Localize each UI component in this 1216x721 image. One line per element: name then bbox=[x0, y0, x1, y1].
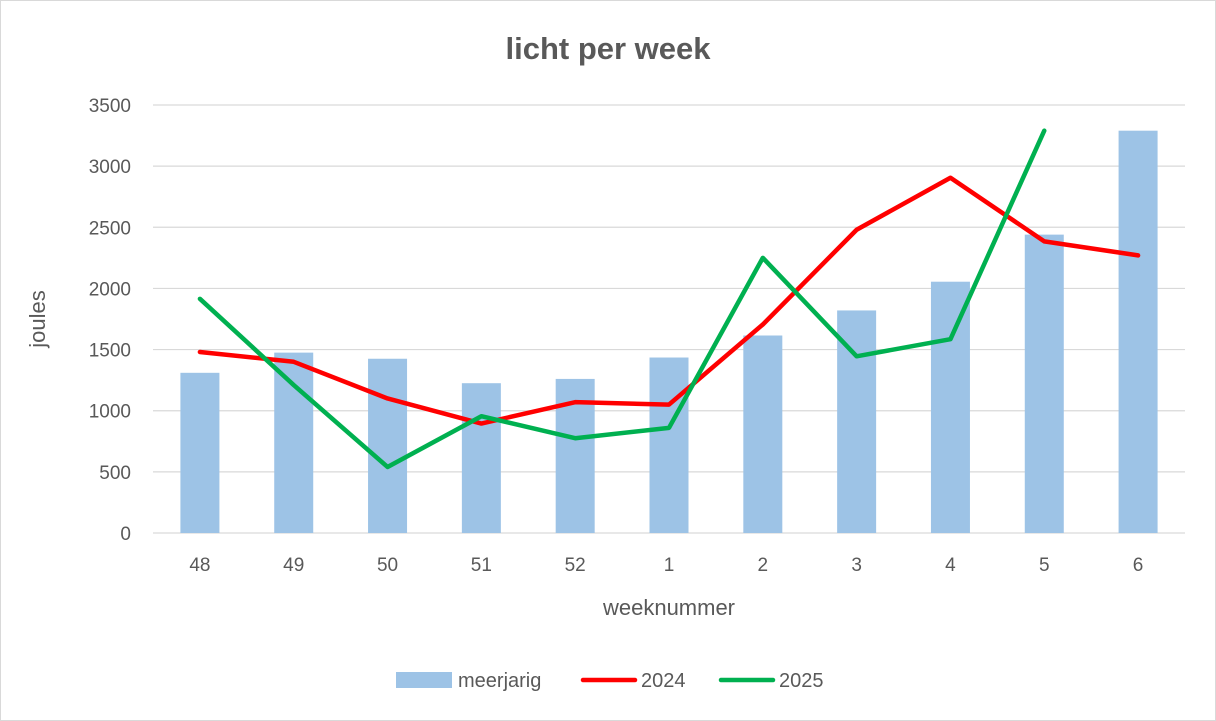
legend-label-2024: 2024 bbox=[641, 670, 686, 692]
line-series-2024 bbox=[197, 175, 1141, 426]
x-tick-label: 50 bbox=[377, 555, 398, 576]
bar-meerjarig bbox=[368, 358, 408, 533]
x-tick-label: 51 bbox=[471, 555, 492, 576]
bar-meerjarig bbox=[930, 281, 970, 533]
line-series bbox=[197, 128, 1141, 470]
x-tick-label: 48 bbox=[189, 555, 210, 576]
y-tick-label: 1000 bbox=[89, 402, 131, 423]
legend-label-meerjarig: meerjarig bbox=[458, 670, 541, 692]
y-tick-label: 1500 bbox=[89, 341, 131, 362]
bar-meerjarig bbox=[743, 335, 783, 533]
y-tick-label: 2500 bbox=[89, 218, 131, 239]
legend-label-2025: 2025 bbox=[779, 670, 824, 692]
y-tick-label: 3500 bbox=[89, 96, 131, 117]
y-tick-label: 3000 bbox=[89, 157, 131, 178]
bar-meerjarig bbox=[461, 383, 501, 533]
bar-meerjarig bbox=[1024, 234, 1064, 533]
y-tick-label: 0 bbox=[120, 524, 131, 545]
y-axis-ticks: 0 500 1000 1500 2000 2500 3000 3500 bbox=[89, 96, 131, 545]
x-tick-label: 4 bbox=[945, 555, 956, 576]
y-tick-label: 500 bbox=[99, 463, 131, 484]
legend-swatch-meerjarig bbox=[396, 672, 452, 688]
bar-meerjarig bbox=[180, 372, 220, 533]
x-tick-label: 52 bbox=[565, 555, 586, 576]
bar-meerjarig bbox=[274, 352, 314, 533]
x-tick-label: 5 bbox=[1039, 555, 1050, 576]
y-tick-label: 2000 bbox=[89, 279, 131, 300]
x-tick-label: 1 bbox=[664, 555, 675, 576]
bar-meerjarig bbox=[837, 310, 877, 533]
x-axis-title: weeknummer bbox=[602, 595, 735, 620]
bar-series bbox=[180, 130, 1158, 533]
chart-title: licht per week bbox=[505, 31, 711, 66]
bar-meerjarig bbox=[649, 357, 689, 533]
bar-meerjarig bbox=[1118, 130, 1158, 533]
x-tick-label: 49 bbox=[283, 555, 304, 576]
line-series-2025 bbox=[197, 128, 1047, 470]
x-tick-label: 3 bbox=[851, 555, 862, 576]
x-tick-label: 6 bbox=[1133, 555, 1144, 576]
x-tick-label: 2 bbox=[758, 555, 769, 576]
legend: meerjarig 2024 2025 bbox=[396, 670, 824, 692]
y-axis-title: joules bbox=[25, 290, 50, 348]
x-axis-ticks: 48 49 50 51 52 1 2 3 4 5 6 bbox=[189, 555, 1143, 576]
